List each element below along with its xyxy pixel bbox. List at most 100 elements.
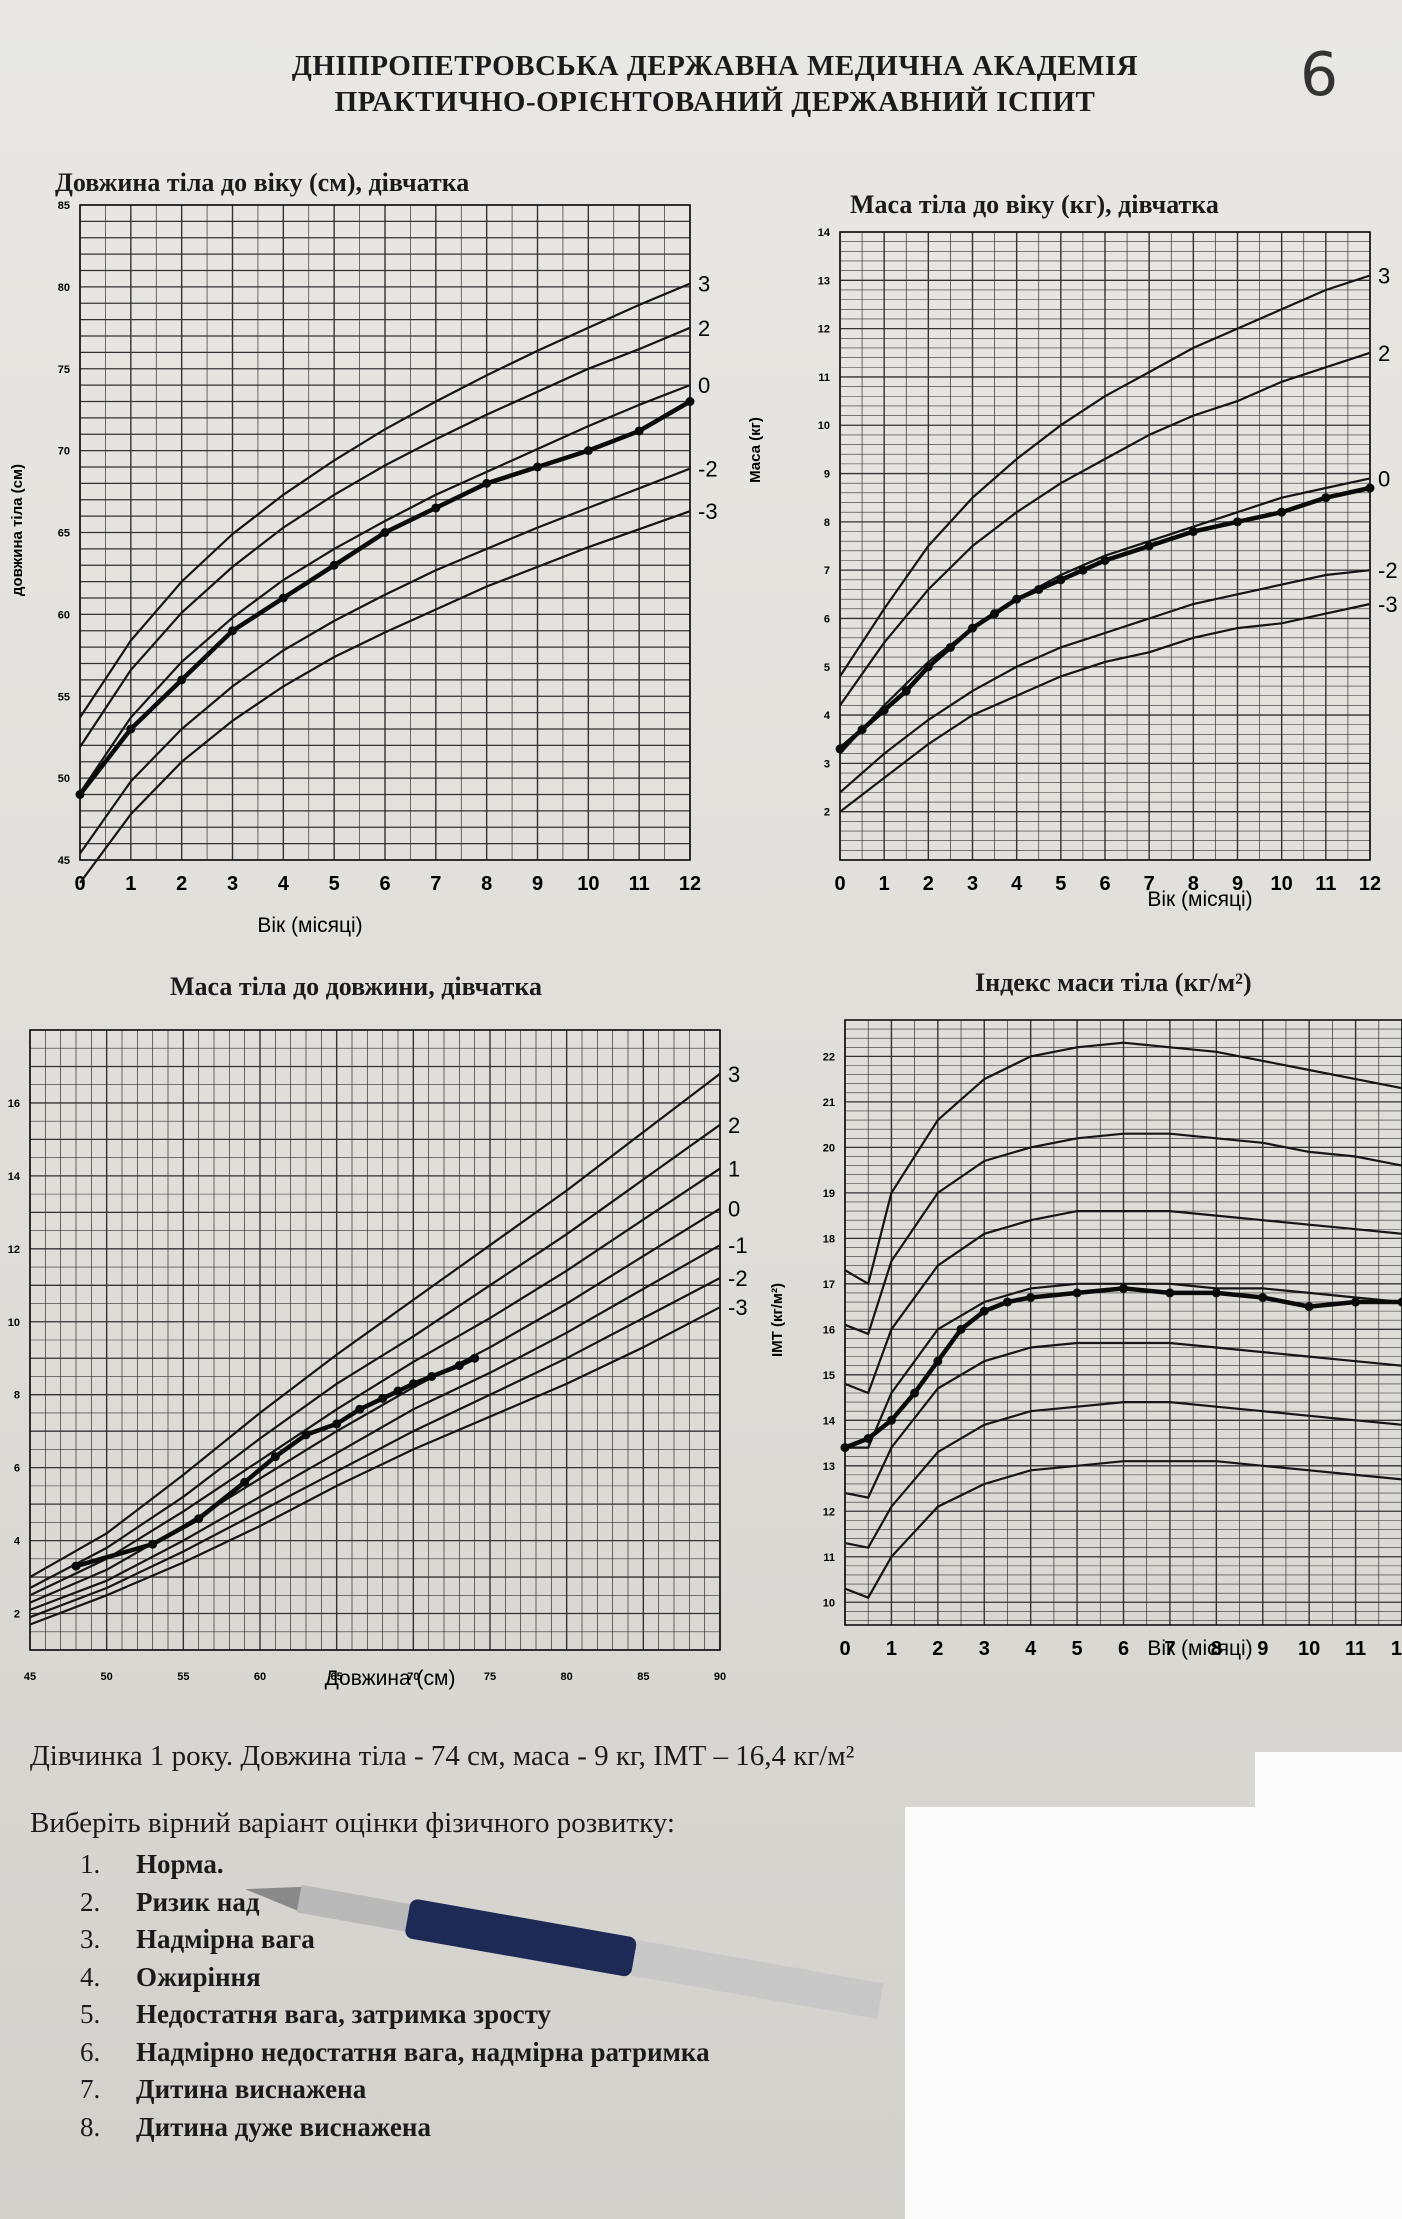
z-score-curve--3 — [839, 602, 1371, 813]
y-tick-label: 80 — [58, 282, 70, 294]
answer-option[interactable]: 4. Ожиріння — [80, 1959, 854, 1997]
child-data-point — [1026, 1292, 1036, 1302]
answer-option[interactable]: 2. Ризик над — [80, 1884, 854, 1922]
child-data-point — [1002, 1297, 1012, 1307]
x-axis-label: Довжина (см) — [325, 1667, 456, 1690]
y-tick-label: 7 — [824, 565, 830, 577]
y-tick-label: 16 — [823, 1324, 835, 1336]
child-data-point — [1188, 527, 1198, 537]
child-data-point — [1351, 1297, 1361, 1307]
child-data-point — [427, 1371, 437, 1381]
child-data-point — [1119, 1283, 1128, 1293]
x-tick-label: 70 — [407, 1671, 419, 1683]
header-line-1: ДНІПРОПЕТРОВСЬКА ДЕРЖАВНА МЕДИЧНА АКАДЕМ… — [291, 50, 1139, 82]
z-score-curve-0 — [29, 1207, 721, 1604]
plot-frame — [844, 1019, 1402, 1626]
y-tick-label: 9 — [824, 469, 830, 481]
child-data-point — [879, 705, 889, 715]
child-data-point — [1100, 555, 1110, 565]
child-data-point — [1034, 584, 1044, 594]
z-score-label: 0 — [698, 373, 710, 398]
child-data-point — [332, 1419, 342, 1429]
x-tick-label: 5 — [1055, 873, 1066, 895]
x-tick-label: 2 — [176, 873, 187, 895]
option-text: Надмірно недостатня вага, надмірна ратри… — [136, 2036, 710, 2067]
x-tick-label: 11 — [1345, 1638, 1366, 1660]
z-score-label: -2 — [728, 1266, 748, 1291]
x-tick-label: 4 — [278, 873, 290, 895]
y-tick-label: 65 — [58, 528, 70, 540]
z-score-curve--2 — [844, 1400, 1402, 1549]
x-tick-label: 0 — [834, 873, 845, 895]
answer-option[interactable]: 7. Дитина виснажена — [80, 2071, 854, 2109]
z-score-curve-0 — [79, 384, 691, 794]
y-tick-label: 55 — [58, 691, 70, 703]
y-tick-label: 2 — [824, 807, 830, 819]
child-data-point — [270, 1452, 280, 1462]
child-data-point — [1072, 1288, 1082, 1298]
answer-option[interactable]: 8. Дитина дуже виснажена — [80, 2109, 854, 2147]
child-data-point — [228, 626, 237, 636]
x-axis-label: Вік (місяці) — [1147, 888, 1252, 911]
y-tick-label: 21 — [823, 1097, 835, 1109]
child-data-point — [835, 744, 845, 754]
page-header: ДНІПРОПЕТРОВСЬКА ДЕРЖАВНА МЕДИЧНА АКАДЕМ… — [240, 48, 1190, 120]
y-tick-label: 15 — [823, 1370, 835, 1382]
child-data-point — [979, 1306, 989, 1316]
chart-title-bmi-for-age: Індекс маси тіла (кг/м²) — [975, 968, 1252, 997]
z-score-curve-2 — [79, 326, 691, 748]
y-tick-label: 70 — [58, 446, 70, 458]
child-data-point — [634, 426, 644, 436]
chart-3: 0123456789101112101112131415161718192021… — [769, 1019, 1402, 1660]
z-score-label: -2 — [1378, 558, 1398, 583]
x-tick-label: 5 — [329, 873, 340, 895]
child-data-point — [533, 462, 542, 472]
x-tick-label: 8 — [1211, 1638, 1222, 1660]
y-tick-label: 8 — [824, 517, 830, 529]
y-tick-label: 18 — [823, 1233, 835, 1245]
child-data-point — [863, 1433, 873, 1443]
x-tick-label: 3 — [227, 873, 238, 895]
x-tick-label: 10 — [1298, 1638, 1320, 1660]
answer-option[interactable]: 5. Недостатня вага, затримка зросту — [80, 1996, 854, 2034]
child-data-point — [126, 724, 136, 734]
y-tick-label: 45 — [58, 855, 70, 867]
option-number: 5. — [80, 1999, 101, 2029]
x-tick-label: 6 — [1118, 1638, 1129, 1660]
child-data-point — [1258, 1292, 1268, 1302]
child-data-point — [956, 1324, 966, 1334]
child-data-point — [393, 1386, 403, 1396]
y-tick-label: 17 — [823, 1279, 835, 1291]
option-number: 4. — [80, 1961, 101, 1992]
x-tick-label: 6 — [1099, 873, 1110, 895]
answer-option[interactable]: 3. Надмірна вага — [80, 1921, 854, 1959]
x-tick-label: 0 — [839, 1638, 850, 1660]
x-tick-label: 9 — [1257, 1638, 1268, 1660]
y-tick-label: 20 — [823, 1142, 835, 1154]
option-text: Ризик над — [136, 1886, 260, 1917]
x-tick-label: 1 — [879, 873, 890, 895]
y-tick-label: 4 — [824, 710, 831, 722]
y-tick-label: 19 — [823, 1188, 835, 1200]
answer-option[interactable]: 6. Надмірно недостатня вага, надмірна рат… — [80, 2034, 854, 2072]
y-tick-label: 12 — [818, 324, 830, 336]
x-tick-label: 6 — [379, 873, 390, 895]
z-score-label: 3 — [728, 1062, 740, 1087]
z-score-curve--3 — [79, 510, 691, 884]
y-tick-label: 8 — [14, 1390, 20, 1402]
y-tick-label: 14 — [818, 227, 831, 239]
answer-option[interactable]: 1. Норма. — [80, 1846, 854, 1884]
z-score-label: 2 — [1378, 341, 1390, 366]
option-text: Дитина дуже виснажена — [136, 2111, 431, 2142]
option-text: Дитина виснажена — [136, 2074, 367, 2104]
x-tick-label: 50 — [101, 1671, 113, 1683]
child-data-point — [454, 1361, 464, 1371]
child-data-point — [177, 675, 187, 685]
child-data-point — [990, 609, 1000, 619]
x-tick-label: 8 — [481, 873, 492, 895]
y-tick-label: 10 — [8, 1317, 20, 1329]
option-text: Норма. — [136, 1849, 224, 1879]
child-data-point — [482, 478, 492, 488]
